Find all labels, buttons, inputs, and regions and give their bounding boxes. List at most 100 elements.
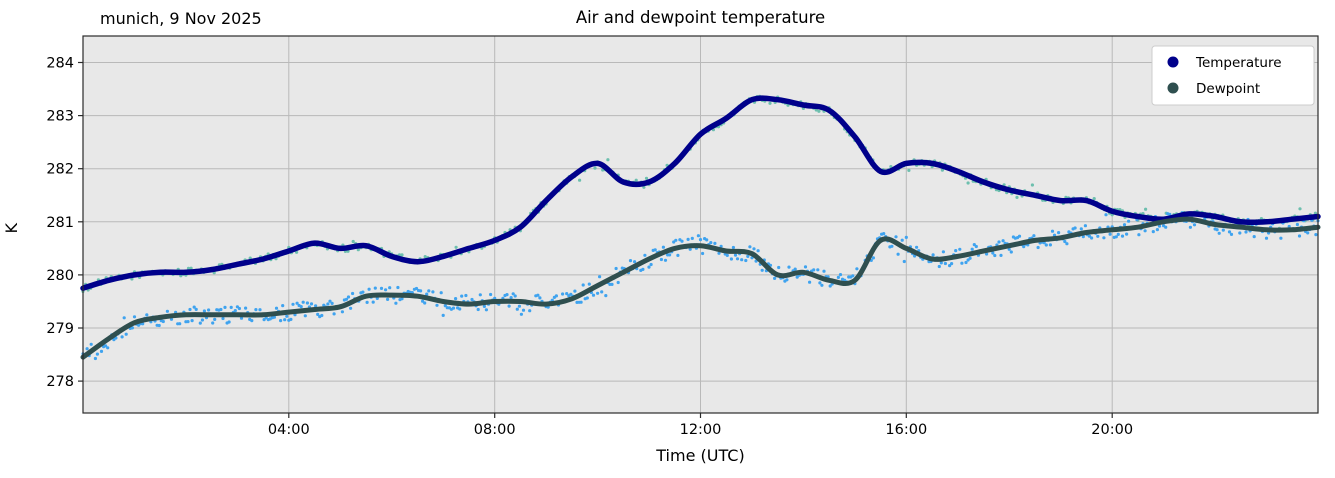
raw-temperature-point	[423, 255, 427, 259]
raw-dewpoint-point	[258, 308, 262, 312]
raw-dewpoint-point	[1297, 234, 1302, 238]
raw-dewpoint-point	[237, 306, 241, 311]
raw-dewpoint-point	[676, 253, 680, 257]
raw-dewpoint-point	[130, 326, 134, 330]
raw-dewpoint-point	[1168, 212, 1172, 216]
raw-dewpoint-point	[717, 251, 721, 255]
raw-dewpoint-point	[713, 241, 717, 245]
raw-dewpoint-point	[328, 299, 332, 303]
raw-temperature-point	[786, 103, 790, 107]
raw-dewpoint-point	[705, 238, 709, 242]
raw-dewpoint-point	[1108, 232, 1112, 236]
raw-temperature-point	[400, 253, 404, 257]
raw-dewpoint-point	[431, 290, 435, 294]
raw-dewpoint-point	[375, 296, 379, 300]
raw-dewpoint-point	[1157, 224, 1162, 228]
y-axis-label: K	[1, 223, 21, 234]
raw-dewpoint-point	[443, 304, 447, 308]
raw-temperature-point	[606, 158, 610, 162]
y-tick-label: 279	[46, 321, 74, 337]
raw-dewpoint-point	[777, 265, 781, 270]
raw-dewpoint-point	[388, 286, 392, 290]
raw-dewpoint-point	[476, 307, 480, 312]
raw-dewpoint-point	[1009, 250, 1013, 254]
raw-dewpoint-point	[223, 305, 227, 309]
raw-temperature-point	[351, 239, 355, 244]
raw-dewpoint-point	[1036, 245, 1040, 250]
raw-dewpoint-point	[299, 305, 303, 309]
raw-dewpoint-point	[289, 317, 293, 321]
raw-dewpoint-point	[505, 293, 509, 297]
raw-dewpoint-point	[663, 258, 668, 262]
raw-dewpoint-point	[851, 274, 855, 278]
raw-dewpoint-point	[460, 294, 464, 298]
raw-temperature-point	[1298, 207, 1302, 211]
raw-dewpoint-point	[1314, 233, 1318, 237]
raw-dewpoint-point	[725, 253, 729, 257]
raw-dewpoint-point	[219, 307, 223, 312]
raw-dewpoint-point	[960, 261, 964, 265]
raw-dewpoint-point	[192, 305, 196, 309]
raw-dewpoint-point	[1048, 243, 1052, 247]
raw-dewpoint-point	[528, 309, 532, 313]
raw-dewpoint-point	[99, 349, 104, 353]
x-tick-label: 20:00	[1091, 422, 1133, 438]
raw-dewpoint-point	[785, 278, 789, 282]
raw-dewpoint-point	[915, 245, 919, 249]
x-tick-label: 16:00	[885, 422, 927, 438]
raw-dewpoint-point	[400, 297, 404, 301]
raw-dewpoint-point	[190, 319, 194, 323]
raw-dewpoint-point	[696, 234, 701, 238]
legend-marker-temperature	[1167, 56, 1179, 68]
raw-temperature-point	[940, 168, 945, 172]
raw-dewpoint-point	[1125, 232, 1129, 236]
raw-dewpoint-point	[709, 241, 713, 245]
raw-dewpoint-point	[515, 307, 519, 311]
legend-marker-dewpoint	[1167, 82, 1179, 94]
raw-dewpoint-point	[1063, 239, 1067, 244]
raw-dewpoint-point	[596, 291, 600, 295]
raw-dewpoint-point	[690, 236, 694, 240]
raw-dewpoint-point	[1087, 234, 1092, 238]
raw-temperature-point	[454, 245, 458, 249]
raw-dewpoint-point	[1114, 235, 1118, 239]
raw-dewpoint-point	[349, 306, 353, 310]
raw-dewpoint-point	[519, 312, 524, 316]
raw-temperature-point	[1015, 195, 1019, 199]
raw-dewpoint-point	[820, 283, 824, 287]
raw-dewpoint-point	[1065, 242, 1069, 246]
raw-dewpoint-point	[581, 283, 585, 287]
raw-dewpoint-point	[993, 253, 997, 258]
raw-dewpoint-point	[818, 281, 822, 285]
raw-dewpoint-point	[291, 302, 295, 306]
raw-dewpoint-point	[1151, 230, 1155, 234]
raw-dewpoint-point	[902, 259, 906, 264]
raw-dewpoint-point	[211, 321, 215, 325]
raw-dewpoint-point	[106, 346, 110, 350]
raw-dewpoint-point	[314, 304, 318, 308]
raw-dewpoint-point	[1079, 227, 1083, 231]
raw-dewpoint-point	[207, 308, 211, 312]
raw-dewpoint-point	[421, 299, 425, 303]
raw-dewpoint-point	[435, 303, 439, 307]
raw-temperature-point	[642, 185, 646, 189]
raw-dewpoint-point	[688, 247, 692, 251]
raw-dewpoint-point	[729, 257, 734, 261]
raw-dewpoint-point	[894, 235, 898, 239]
raw-dewpoint-point	[649, 262, 653, 267]
raw-dewpoint-point	[1264, 236, 1269, 240]
raw-dewpoint-point	[396, 285, 400, 290]
raw-dewpoint-point	[89, 342, 93, 346]
raw-dewpoint-point	[964, 260, 968, 265]
raw-dewpoint-point	[1073, 226, 1077, 230]
raw-dewpoint-point	[384, 288, 388, 292]
raw-dewpoint-point	[95, 352, 99, 356]
raw-dewpoint-point	[1143, 229, 1147, 233]
raw-dewpoint-point	[970, 247, 974, 251]
raw-dewpoint-point	[686, 237, 690, 241]
raw-dewpoint-point	[165, 309, 169, 313]
raw-dewpoint-point	[425, 292, 429, 296]
raw-dewpoint-point	[344, 297, 349, 301]
raw-dewpoint-point	[482, 304, 486, 308]
raw-temperature-point	[295, 250, 299, 254]
